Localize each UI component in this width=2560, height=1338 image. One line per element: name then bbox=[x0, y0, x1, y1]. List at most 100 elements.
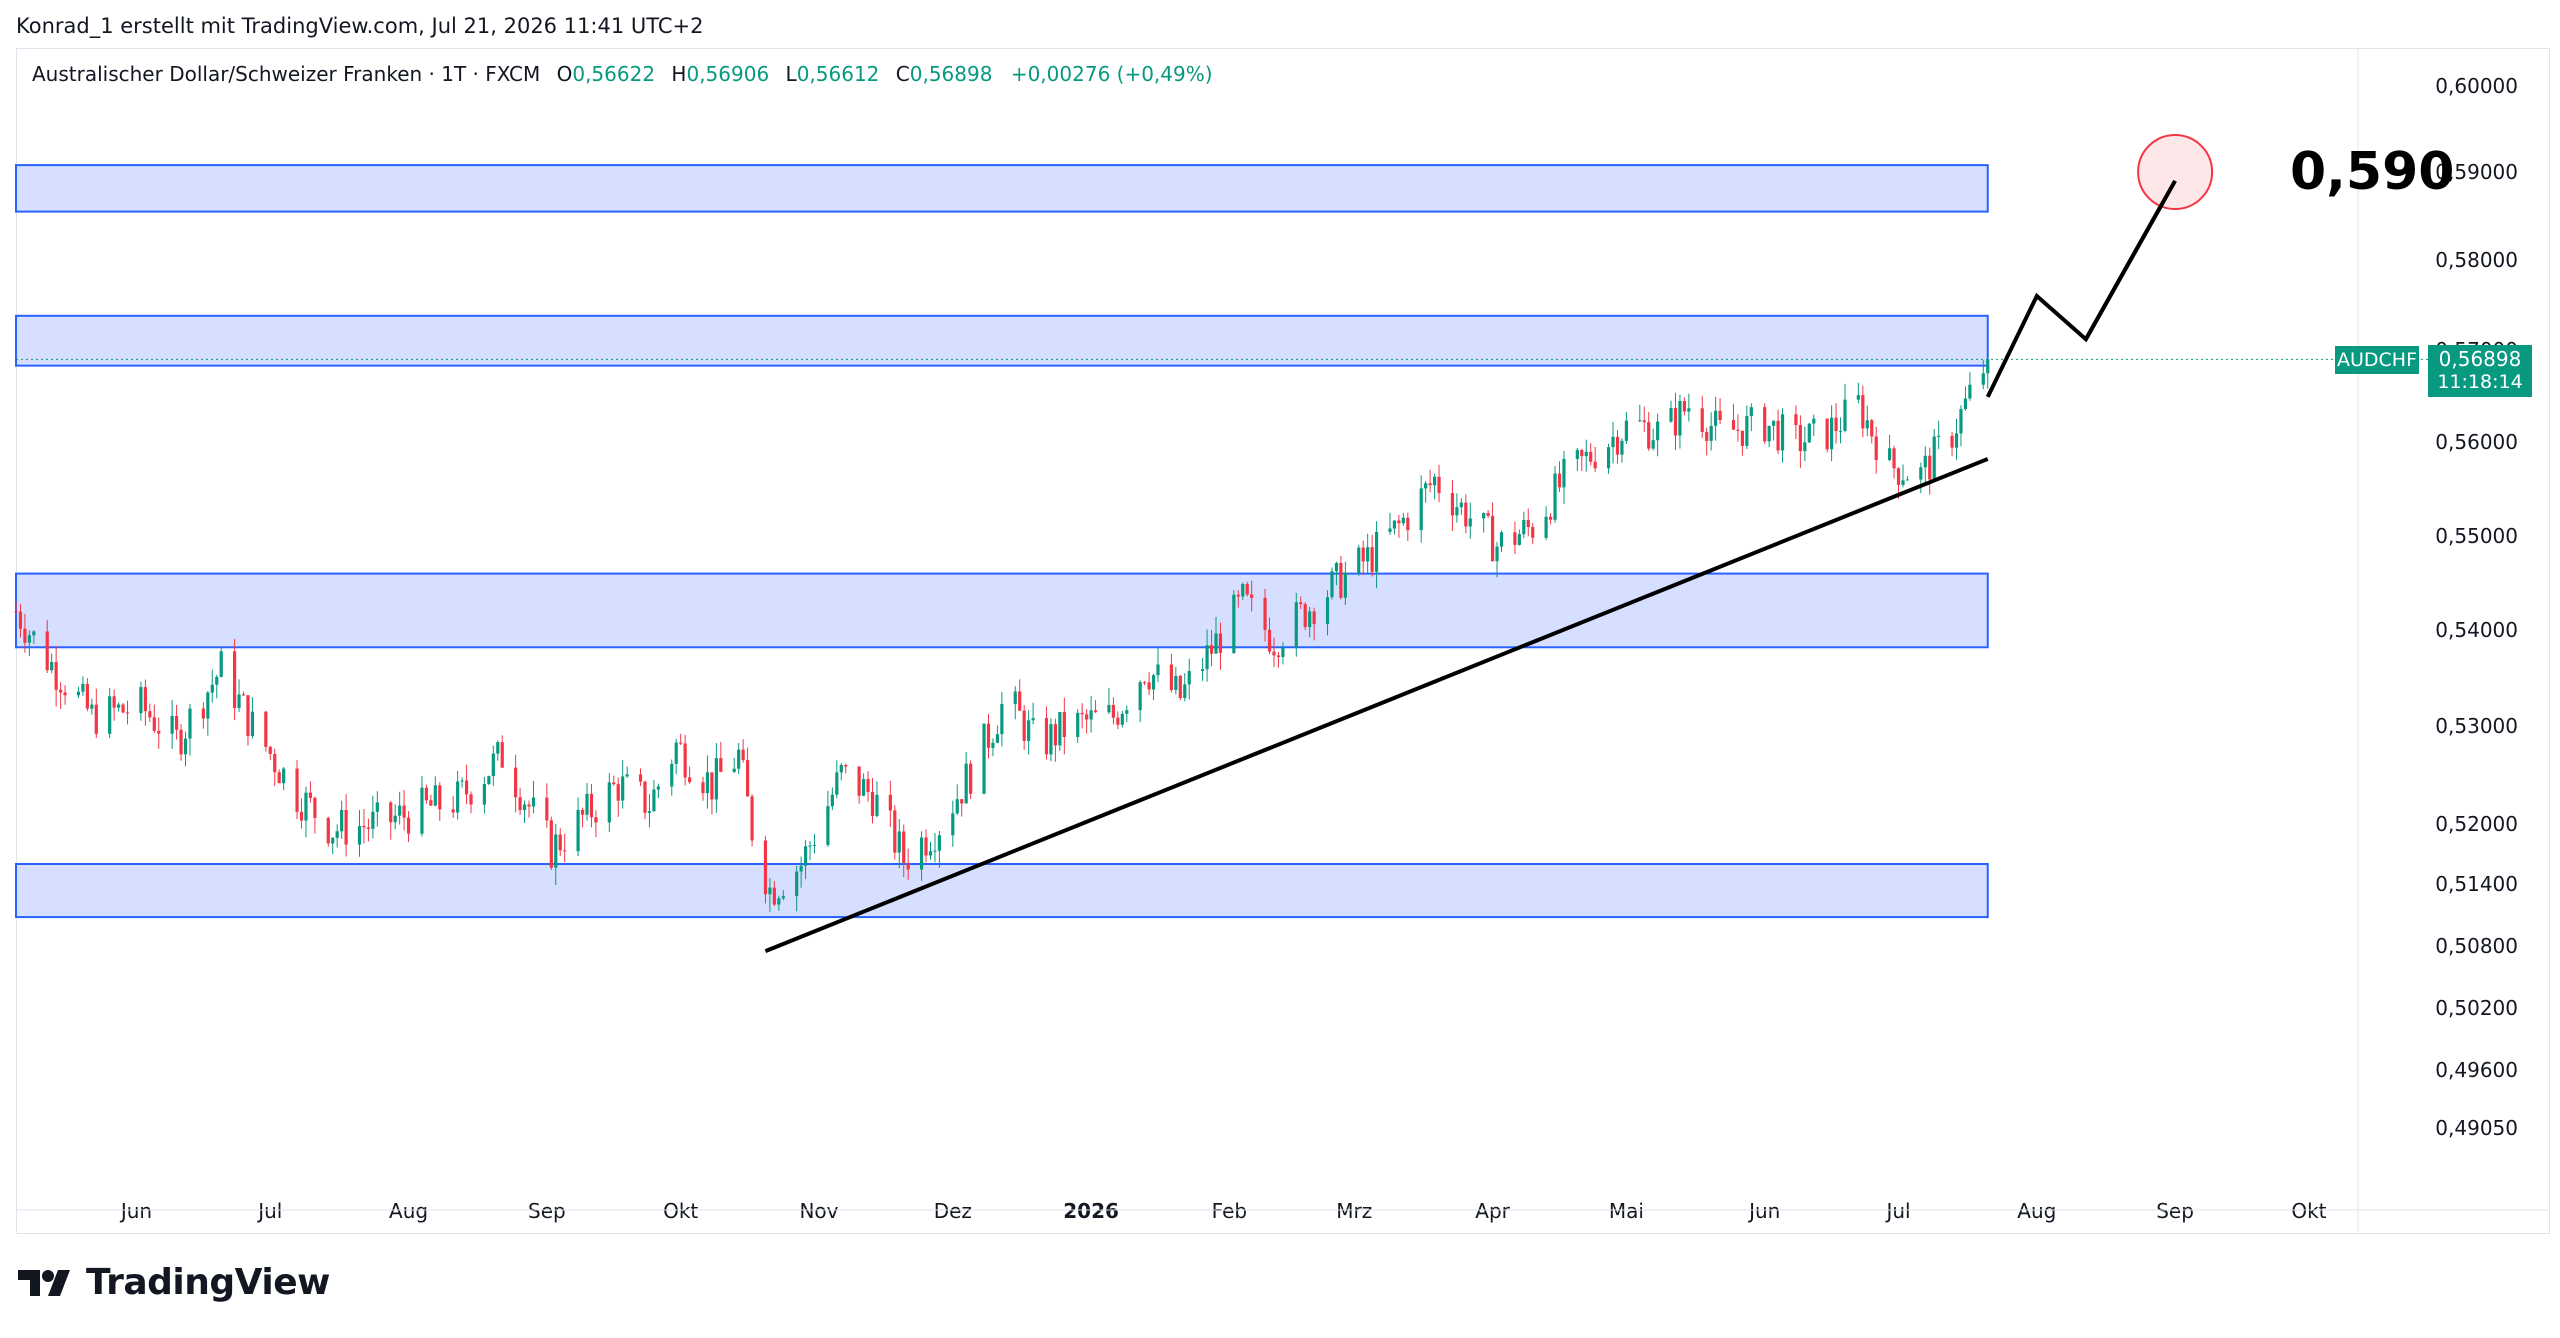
candle-up bbox=[1606, 447, 1611, 469]
candle-down bbox=[1700, 408, 1704, 432]
resistance-zone-4[interactable] bbox=[15, 863, 1989, 919]
candle-down bbox=[1437, 476, 1441, 494]
candle-up bbox=[835, 772, 839, 795]
candle-down bbox=[1736, 429, 1740, 431]
candle-up bbox=[1923, 455, 1927, 468]
y-tick-label: 0,55000 bbox=[2435, 524, 2518, 548]
candle-up bbox=[1294, 602, 1298, 648]
candle-down bbox=[1740, 430, 1744, 446]
candle-down bbox=[589, 793, 594, 818]
candle-up bbox=[1772, 420, 1776, 426]
candle-down bbox=[960, 799, 964, 804]
x-tick-label: Mai bbox=[1609, 1199, 1644, 1223]
candle-up bbox=[1138, 682, 1142, 711]
tradingview-logo[interactable]: TradingView bbox=[18, 1262, 330, 1303]
candle-down bbox=[1705, 431, 1709, 441]
candle-down bbox=[1053, 724, 1058, 746]
candle-up bbox=[420, 787, 424, 834]
candle-down bbox=[1267, 629, 1272, 652]
x-tick-label: Aug bbox=[2017, 1199, 2056, 1223]
candle-down bbox=[1593, 461, 1597, 469]
candle-up bbox=[1455, 507, 1459, 516]
candle-down bbox=[389, 802, 393, 823]
candle-down bbox=[1299, 602, 1303, 605]
candle-up bbox=[585, 793, 589, 815]
candle-down bbox=[152, 717, 156, 731]
candle-up bbox=[1745, 416, 1749, 446]
candle-down bbox=[643, 781, 647, 813]
resistance-zone-3[interactable] bbox=[15, 572, 1989, 649]
candle-down bbox=[500, 742, 504, 768]
candle-down bbox=[866, 779, 870, 792]
candle-up bbox=[331, 837, 335, 844]
x-tick-label: Apr bbox=[1475, 1199, 1510, 1223]
candle-down bbox=[313, 797, 317, 818]
candle-up bbox=[1499, 532, 1504, 547]
candle-down bbox=[986, 723, 991, 748]
ticker-tag: AUDCHF bbox=[2335, 346, 2419, 374]
candle-up bbox=[808, 845, 812, 847]
candle-up bbox=[1714, 410, 1718, 426]
candle-down bbox=[688, 777, 692, 783]
chart-attribution: Konrad_1 erstellt mit TradingView.com, J… bbox=[16, 14, 704, 38]
open-value: 0,56622 bbox=[572, 62, 656, 86]
candle-down bbox=[18, 611, 23, 629]
candle-down bbox=[1339, 563, 1343, 598]
candle-up bbox=[1205, 645, 1209, 670]
candle-up bbox=[1807, 423, 1811, 443]
candle-down bbox=[1080, 712, 1084, 715]
candle-up bbox=[875, 794, 879, 816]
y-tick-label: 0,60000 bbox=[2435, 74, 2518, 98]
candle-down bbox=[232, 651, 237, 709]
close-label: C bbox=[895, 62, 910, 86]
symbol-name[interactable]: Australischer Dollar/Schweizer Franken ·… bbox=[32, 62, 541, 86]
candle-down bbox=[1209, 645, 1214, 654]
candle-down bbox=[54, 661, 58, 690]
candle-down bbox=[121, 704, 125, 713]
candle-up bbox=[826, 806, 830, 846]
candle-up bbox=[1482, 513, 1486, 519]
candle-up bbox=[621, 776, 625, 801]
candle-up bbox=[1183, 684, 1187, 698]
high-value: 0,56906 bbox=[686, 62, 770, 86]
x-tick-label: Jun bbox=[1747, 1199, 1780, 1223]
change-value: +0,00276 (+0,49%) bbox=[1010, 62, 1213, 86]
candle-down bbox=[295, 768, 299, 812]
candle-down bbox=[750, 796, 754, 841]
candle-up bbox=[1954, 433, 1959, 448]
y-tick-label: 0,50200 bbox=[2435, 996, 2518, 1020]
x-tick-label: Nov bbox=[799, 1199, 838, 1223]
candle-up bbox=[1656, 421, 1660, 441]
resistance-zone-1[interactable] bbox=[15, 164, 1989, 213]
candle-up bbox=[183, 738, 188, 755]
candle-down bbox=[906, 862, 910, 870]
candle-up bbox=[460, 780, 464, 782]
candle-up bbox=[1544, 516, 1548, 538]
candle-down bbox=[273, 753, 277, 773]
candle-up bbox=[982, 723, 986, 794]
candle-up bbox=[1838, 430, 1843, 432]
x-tick-label: Feb bbox=[1212, 1199, 1247, 1223]
candle-down bbox=[59, 689, 63, 693]
y-tick-label: 0,52000 bbox=[2435, 812, 2518, 836]
candle-up bbox=[117, 704, 121, 708]
candle-up bbox=[670, 763, 674, 787]
candle-up bbox=[237, 694, 241, 709]
candle-up bbox=[1905, 479, 1910, 481]
candle-down bbox=[143, 687, 147, 712]
candle-down bbox=[1147, 682, 1151, 690]
resistance-zone-2[interactable] bbox=[15, 314, 1989, 367]
candle-up bbox=[1049, 724, 1053, 755]
candle-up bbox=[647, 811, 652, 813]
candle-down bbox=[1062, 712, 1066, 737]
candle-up bbox=[576, 809, 580, 852]
candle-down bbox=[1245, 584, 1249, 595]
candle-down bbox=[1044, 718, 1049, 755]
candle-down bbox=[125, 712, 130, 714]
candle-up bbox=[522, 804, 527, 811]
candle-up bbox=[795, 871, 799, 897]
y-tick-label: 0,49600 bbox=[2435, 1058, 2518, 1082]
candle-up bbox=[1468, 518, 1472, 527]
candle-down bbox=[451, 809, 455, 813]
